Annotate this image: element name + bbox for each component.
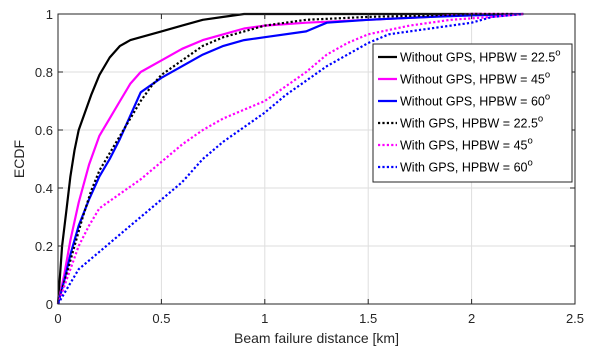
y-axis-label: ECDF (11, 140, 27, 178)
x-tick-label: 1 (261, 311, 268, 326)
x-tick-label: 0.5 (152, 311, 170, 326)
y-tick-label: 0 (46, 297, 53, 312)
series-line-6 (57, 12, 524, 305)
y-tick-label: 0.4 (35, 181, 53, 196)
legend-entry-6: With GPS, HPBW = 60o (400, 158, 533, 175)
y-tick-label: 0.6 (35, 123, 53, 138)
legend: Without GPS, HPBW = 22.5o Without GPS, HP… (372, 43, 573, 183)
y-tick-label: 0.2 (35, 239, 53, 254)
y-tick-label: 1 (46, 7, 53, 22)
y-tick-labels: 0 0.2 0.4 0.6 0.8 1 (35, 7, 53, 312)
legend-entry-2: Without GPS, HPBW = 45o (400, 70, 550, 87)
series-line-5 (56, 12, 524, 305)
legend-entry-3: Without GPS, HPBW = 60o (400, 92, 550, 109)
legend-entry-5: With GPS, HPBW = 45o (400, 136, 533, 153)
series-line-1 (56, 12, 482, 305)
y-tick-label: 0.8 (35, 65, 53, 80)
legend-entry-1: Without GPS, HPBW = 22.5o (400, 48, 561, 65)
legend-box (372, 43, 573, 183)
legend-entry-4: With GPS, HPBW = 22.5o (400, 114, 543, 131)
x-tick-labels: 0 0.5 1 1.5 2 2.5 (54, 311, 584, 326)
plot-frame (57, 13, 576, 305)
x-tick-label: 2 (468, 311, 475, 326)
x-tick-label: 2.5 (566, 311, 584, 326)
x-axis-label: Beam failure distance [km] (234, 330, 399, 346)
x-tick-label: 1.5 (359, 311, 377, 326)
series-line-3 (56, 12, 524, 305)
x-tick-label: 0 (54, 311, 61, 326)
series-layer (56, 12, 524, 305)
